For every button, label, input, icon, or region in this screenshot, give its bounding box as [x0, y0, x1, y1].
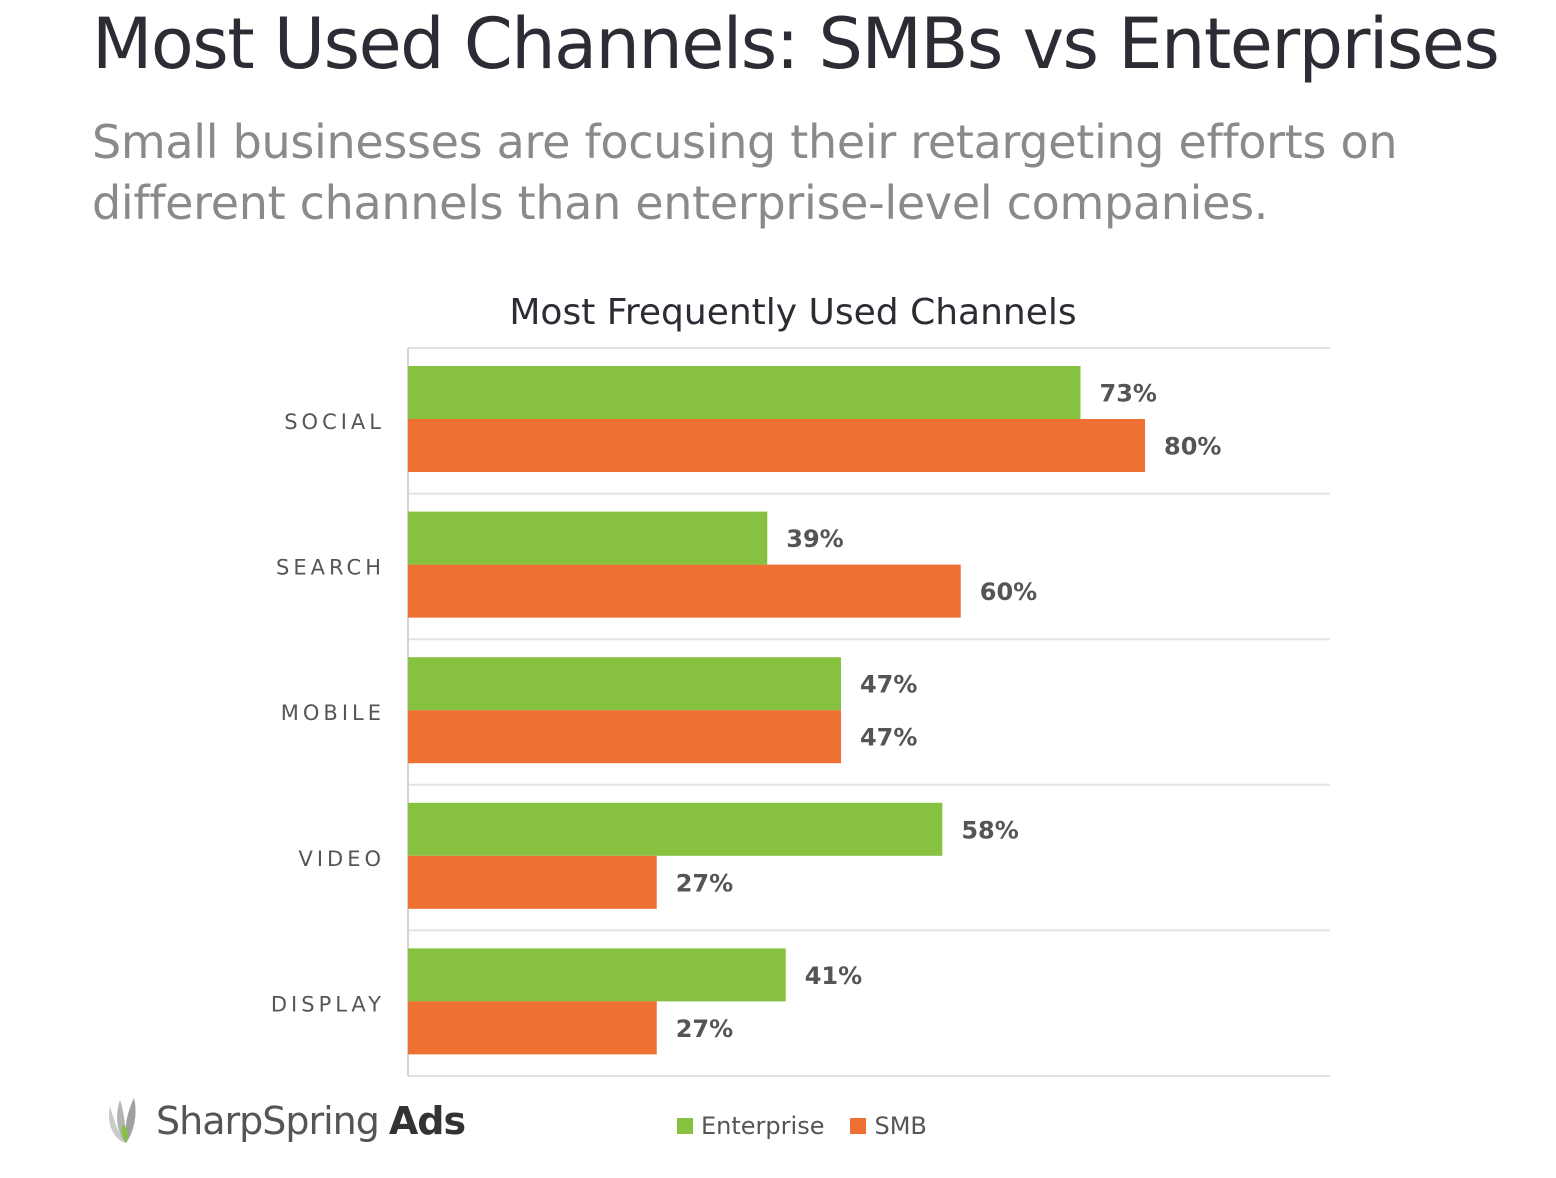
data-label-enterprise-display: 41% — [805, 962, 862, 990]
bar-smb-search — [408, 564, 961, 618]
category-label-search: SEARCH — [276, 556, 385, 580]
bar-enterprise-search — [408, 511, 768, 565]
category-label-video: VIDEO — [298, 847, 385, 871]
category-label-mobile: MOBILE — [281, 701, 385, 725]
category-label-social: SOCIAL — [284, 410, 385, 434]
legend-label-smb: SMB — [874, 1112, 927, 1140]
legend-item-enterprise: Enterprise — [677, 1112, 824, 1140]
data-label-smb-search: 60% — [980, 578, 1037, 606]
data-label-enterprise-video: 58% — [961, 816, 1018, 844]
bar-smb-video — [408, 855, 657, 909]
bar-enterprise-video — [408, 802, 943, 856]
bar-enterprise-display — [408, 948, 786, 1002]
data-label-enterprise-search: 39% — [786, 525, 843, 553]
data-label-enterprise-social: 73% — [1100, 380, 1157, 408]
category-label-display: DISPLAY — [271, 992, 385, 1016]
bar-smb-social — [408, 419, 1145, 472]
brand-name-bold: Ads — [388, 1099, 466, 1143]
data-label-smb-social: 80% — [1164, 433, 1221, 461]
chart-legend: Enterprise SMB — [677, 1112, 953, 1140]
sharpspring-leaf-logo-icon — [108, 1098, 136, 1143]
bar-smb-display — [408, 1001, 657, 1055]
legend-label-enterprise: Enterprise — [701, 1112, 825, 1140]
brand-name: SharpSpring — [156, 1099, 380, 1143]
bar-smb-mobile — [408, 710, 841, 764]
data-label-smb-video: 27% — [676, 869, 733, 897]
data-label-enterprise-mobile: 47% — [860, 671, 917, 699]
chart-title: Most Frequently Used Channels — [509, 292, 1076, 333]
legend-item-smb: SMB — [850, 1112, 927, 1140]
data-label-smb-display: 27% — [676, 1015, 733, 1043]
bar-enterprise-mobile — [408, 657, 841, 711]
brand-logo: SharpSpring Ads — [104, 1096, 466, 1146]
bar-enterprise-social — [408, 366, 1081, 419]
legend-swatch-enterprise — [677, 1118, 693, 1134]
legend-swatch-smb — [850, 1118, 867, 1134]
page-subtitle: Small businesses are focusing their reta… — [92, 115, 1398, 230]
data-label-smb-mobile: 47% — [860, 724, 917, 752]
page-title: Most Used Channels: SMBs vs Enterprises — [92, 3, 1500, 85]
